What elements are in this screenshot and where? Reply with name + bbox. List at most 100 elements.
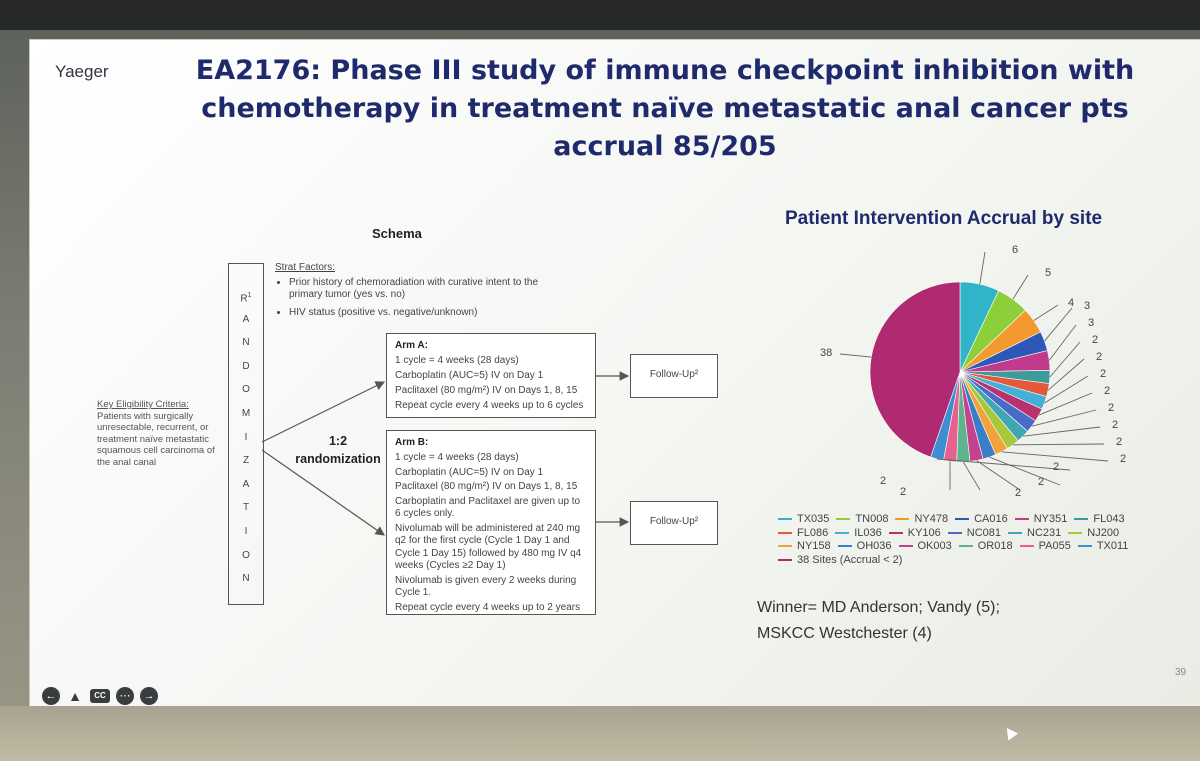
- legend-swatch: [888, 531, 903, 534]
- pie-leader-line: [1012, 443, 1105, 446]
- follow-up-box-a: Follow-Up²: [630, 354, 718, 398]
- strat-factors: Strat Factors: Prior history of chemorad…: [275, 262, 559, 324]
- back-icon[interactable]: ←: [42, 687, 60, 705]
- legend-label: NY158: [797, 540, 831, 552]
- arm-b-line: Carboplatin (AUC=5) IV on Day 1: [395, 466, 544, 478]
- winner-line-2: MSKCC Westchester (4): [757, 625, 932, 642]
- arm-a-box: Arm A: 1 cycle = 4 weeks (28 days) Carbo…: [386, 333, 596, 418]
- legend-item: NY158: [778, 540, 831, 554]
- legend-item: NJ200: [1068, 527, 1119, 541]
- legend-label: OH036: [856, 540, 892, 552]
- pie-data-label: 3: [1088, 317, 1095, 329]
- randomization-letter: I: [244, 431, 248, 443]
- legend-swatch: [835, 531, 850, 534]
- pie-data-label: 2: [1038, 476, 1045, 488]
- legend-swatch: [778, 558, 792, 561]
- presentation-controls: ← ▲ CC ⋯ →: [42, 686, 158, 706]
- legend-swatch: [1008, 531, 1023, 534]
- ratio-label: randomization: [295, 452, 381, 466]
- legend-label: TX011: [1096, 540, 1129, 552]
- arm-b-line: Carboplatin and Paclitaxel are given up …: [395, 495, 581, 520]
- legend-label: 38 Sites (Accrual < 2): [797, 553, 903, 566]
- pie-leader-line: [839, 353, 872, 358]
- legend-swatch: [1068, 531, 1083, 534]
- randomization-ratio: 1:2 randomization: [288, 432, 388, 468]
- legend-swatch: [778, 531, 792, 534]
- legend-label: NY351: [1033, 513, 1068, 525]
- pie-data-label: 5: [1045, 267, 1052, 279]
- legend-label: KY106: [907, 526, 941, 539]
- pie-leader-line: [1044, 375, 1089, 404]
- legend-item: TN008: [836, 513, 888, 527]
- randomization-letter: Z: [242, 455, 250, 467]
- eligibility-text: Patients with surgically unresectable, r…: [97, 410, 215, 468]
- arm-a-line: 1 cycle = 4 weeks (28 days): [395, 355, 519, 366]
- legend-item: 38 Sites (Accrual < 2): [778, 554, 902, 568]
- randomization-letter: M: [241, 407, 251, 419]
- arm-b-line: Nivolumab is given every 2 weeks during …: [395, 574, 577, 599]
- pie-leader-line: [962, 461, 981, 491]
- pie-leader-line: [989, 456, 1061, 486]
- arm-b-line: Repeat cycle every 4 weeks up to 2 years: [395, 601, 581, 613]
- pie-data-label: 2: [1116, 436, 1123, 448]
- more-icon[interactable]: ⋯: [116, 687, 134, 705]
- eligibility-criteria: Key Eligibility Criteria: Patients with …: [97, 399, 227, 468]
- legend-label: NJ200: [1087, 526, 1120, 539]
- pie-data-label: 2: [1120, 453, 1127, 465]
- legend-swatch: [1019, 545, 1034, 548]
- screen-bezel: [0, 0, 1200, 30]
- randomization-letter: O: [242, 549, 250, 561]
- legend-item: TX035: [778, 513, 829, 527]
- pie-data-label: 2: [1096, 351, 1103, 363]
- legend-label: NY478: [914, 513, 949, 525]
- legend-label: OR018: [977, 540, 1013, 552]
- arm-b-box: Arm B: 1 cycle = 4 weeks (28 days) Carbo…: [386, 430, 596, 615]
- pie-leader-line: [1044, 307, 1073, 342]
- eligibility-heading: Key Eligibility Criteria:: [97, 399, 189, 410]
- cc-button[interactable]: CC: [90, 689, 110, 703]
- legend-label: NC231: [1027, 526, 1062, 539]
- pie-data-label: 2: [1112, 419, 1119, 431]
- arm-a-line: Paclitaxel (80 mg/m²) IV on Days 1, 8, 1…: [395, 385, 578, 396]
- randomization-letter: D: [242, 360, 250, 372]
- pie-leader-line: [1048, 324, 1077, 361]
- randomization-letter: I: [244, 525, 248, 537]
- pie-leader-line: [1047, 358, 1085, 391]
- arm-b-title: Arm B:: [395, 437, 429, 448]
- legend-item: OK003: [898, 540, 952, 554]
- pie-data-label: 2: [1108, 402, 1115, 414]
- follow-up-box-b: Follow-Up²: [630, 501, 718, 545]
- pie-data-label: 2: [1092, 334, 1099, 346]
- presenter-name: Yaeger: [55, 62, 109, 81]
- legend-swatch: [955, 518, 970, 521]
- title-line-1: EA2176: Phase III study of immune checkp…: [195, 55, 1135, 86]
- annotate-icon[interactable]: ▲: [68, 688, 82, 704]
- pie-leader-line: [1033, 304, 1059, 321]
- legend-swatch: [778, 518, 792, 521]
- background-floor: [0, 706, 1200, 761]
- legend-item: NC231: [1008, 527, 1061, 541]
- forward-icon[interactable]: →: [140, 687, 158, 705]
- pie-leader-line: [1031, 409, 1097, 427]
- title-line-2: chemotherapy in treatment naïve metastat…: [201, 93, 1129, 124]
- title-line-3: accrual 85/205: [553, 131, 777, 162]
- legend-item: FL043: [1074, 513, 1125, 527]
- legend-swatch: [1074, 518, 1089, 521]
- legend-item: NY478: [895, 513, 948, 527]
- randomization-letter: N: [242, 337, 250, 349]
- page-number: 39: [1175, 667, 1187, 678]
- legend-swatch: [947, 531, 962, 534]
- legend-item: NY351: [1014, 513, 1068, 527]
- pie-data-label: 2: [1053, 461, 1060, 473]
- ratio-value: 1:2: [328, 434, 348, 448]
- randomization-box: [228, 263, 264, 605]
- randomization-letter: A: [242, 313, 250, 325]
- randomization-letter: N: [242, 573, 250, 585]
- arm-b-line: 1 cycle = 4 weeks (28 days): [395, 452, 519, 463]
- arm-b-line: Nivolumab will be administered at 240 mg…: [395, 522, 582, 572]
- legend-swatch: [898, 545, 913, 548]
- arm-a-line: Repeat cycle every 4 weeks up to 6 cycle…: [395, 400, 584, 411]
- legend-swatch: [1014, 518, 1029, 521]
- pie-leader-line: [1012, 274, 1029, 300]
